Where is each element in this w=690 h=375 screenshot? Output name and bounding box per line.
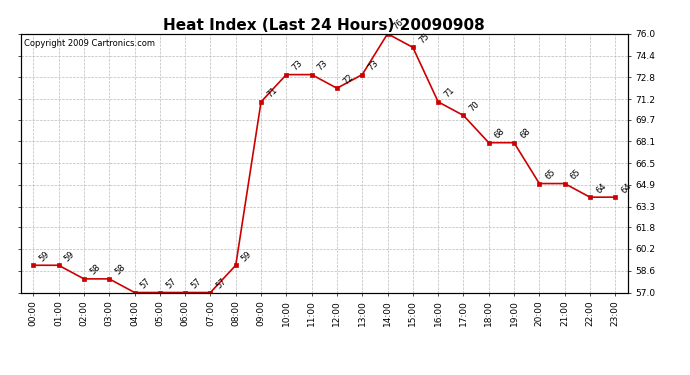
Text: 59: 59 bbox=[37, 249, 51, 263]
Text: 73: 73 bbox=[366, 58, 380, 72]
Text: 59: 59 bbox=[240, 249, 254, 263]
Text: Copyright 2009 Cartronics.com: Copyright 2009 Cartronics.com bbox=[23, 39, 155, 48]
Text: 68: 68 bbox=[518, 127, 532, 141]
Text: 68: 68 bbox=[493, 127, 507, 141]
Text: 65: 65 bbox=[569, 168, 582, 182]
Text: 57: 57 bbox=[189, 276, 203, 290]
Text: 73: 73 bbox=[290, 58, 304, 72]
Text: 71: 71 bbox=[442, 86, 456, 100]
Text: 70: 70 bbox=[468, 99, 482, 113]
Title: Heat Index (Last 24 Hours) 20090908: Heat Index (Last 24 Hours) 20090908 bbox=[164, 18, 485, 33]
Text: 71: 71 bbox=[265, 86, 279, 100]
Text: 58: 58 bbox=[113, 263, 127, 277]
Text: 75: 75 bbox=[417, 32, 431, 45]
Text: 72: 72 bbox=[341, 72, 355, 86]
Text: 65: 65 bbox=[544, 168, 558, 182]
Text: 64: 64 bbox=[594, 181, 608, 195]
Text: 64: 64 bbox=[620, 181, 633, 195]
Text: 57: 57 bbox=[164, 276, 178, 290]
Text: 57: 57 bbox=[215, 276, 228, 290]
Text: 73: 73 bbox=[316, 58, 330, 72]
Text: 57: 57 bbox=[139, 276, 152, 290]
Text: 58: 58 bbox=[88, 263, 102, 277]
Text: 59: 59 bbox=[63, 249, 77, 263]
Text: 76: 76 bbox=[392, 18, 406, 32]
